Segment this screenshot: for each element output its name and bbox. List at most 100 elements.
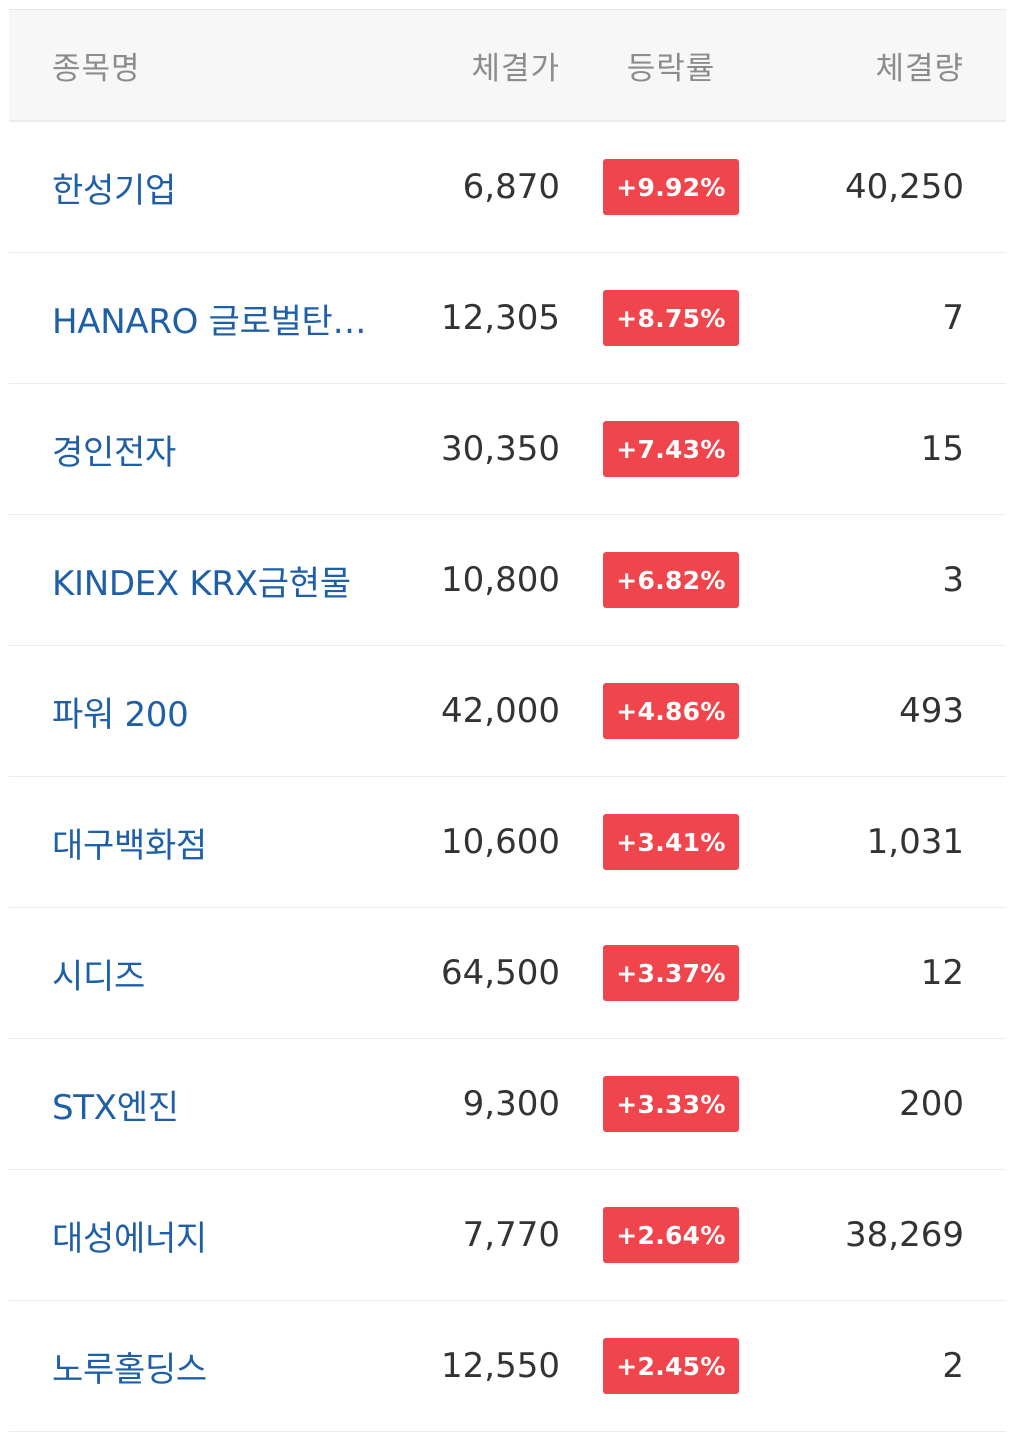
stock-name-cell[interactable]: 노루홀딩스 — [52, 1301, 397, 1431]
volume-value: 15 — [920, 429, 964, 469]
rate-badge: +8.75% — [603, 290, 739, 346]
rate-badge: +4.86% — [603, 683, 739, 739]
rate-cell: +2.45% — [603, 1301, 739, 1431]
table-row[interactable]: 대성에너지 7,770 +2.64% 38,269 — [9, 1170, 1006, 1301]
price-value: 42,000 — [441, 691, 560, 731]
price-value: 7,770 — [462, 1215, 560, 1255]
stock-name-cell[interactable]: 대구백화점 — [52, 777, 397, 907]
header-volume-label: 체결량 — [875, 50, 964, 87]
stock-ranking-table: 종목명 체결가 등락률 체결량 한성기업 6,870 +9.92% 40,250 — [9, 9, 1006, 1432]
price-value: 12,305 — [441, 298, 560, 338]
volume-value: 2 — [942, 1346, 964, 1386]
price-value: 64,500 — [441, 953, 560, 993]
header-name-cell: 종목명 — [52, 10, 397, 120]
rate-cell: +8.75% — [603, 253, 739, 383]
table-row[interactable]: 시디즈 64,500 +3.37% 12 — [9, 908, 1006, 1039]
volume-cell: 200 — [769, 1039, 964, 1169]
stock-name-link[interactable]: 파워 200 — [52, 694, 189, 735]
rate-badge: +6.82% — [603, 552, 739, 608]
stock-name-link[interactable]: 대성에너지 — [52, 1218, 207, 1259]
price-cell: 30,350 — [389, 384, 560, 514]
volume-value: 493 — [899, 691, 964, 731]
rate-badge: +2.45% — [603, 1338, 739, 1394]
rate-badge: +3.41% — [603, 814, 739, 870]
header-rate-cell: 등락률 — [603, 10, 739, 120]
stock-name-cell[interactable]: 파워 200 — [52, 646, 397, 776]
volume-value: 12 — [920, 953, 964, 993]
stock-name-cell[interactable]: HANARO 글로벌탄… — [52, 253, 397, 383]
table-row[interactable]: 파워 200 42,000 +4.86% 493 — [9, 646, 1006, 777]
table-row[interactable]: 노루홀딩스 12,550 +2.45% 2 — [9, 1301, 1006, 1432]
stock-name-cell[interactable]: 경인전자 — [52, 384, 397, 514]
price-cell: 12,305 — [389, 253, 560, 383]
rate-badge: +9.92% — [603, 159, 739, 215]
stock-name-link[interactable]: 한성기업 — [52, 170, 176, 211]
stock-name-link[interactable]: 시디즈 — [52, 956, 145, 997]
price-value: 12,550 — [441, 1346, 560, 1386]
stock-name-cell[interactable]: 시디즈 — [52, 908, 397, 1038]
rate-cell: +6.82% — [603, 515, 739, 645]
table-body: 한성기업 6,870 +9.92% 40,250 HANARO 글로벌탄… 12… — [9, 122, 1006, 1432]
rate-cell: +7.43% — [603, 384, 739, 514]
table-row[interactable]: 한성기업 6,870 +9.92% 40,250 — [9, 122, 1006, 253]
stock-name-link[interactable]: HANARO 글로벌탄… — [52, 301, 367, 342]
volume-cell: 2 — [769, 1301, 964, 1431]
price-cell: 10,600 — [389, 777, 560, 907]
price-value: 30,350 — [441, 429, 560, 469]
header-volume-cell: 체결량 — [769, 10, 964, 120]
price-cell: 12,550 — [389, 1301, 560, 1431]
table-row[interactable]: KINDEX KRX금현물 10,800 +6.82% 3 — [9, 515, 1006, 646]
volume-value: 38,269 — [845, 1215, 964, 1255]
rate-badge: +3.37% — [603, 945, 739, 1001]
stock-name-link[interactable]: 노루홀딩스 — [52, 1349, 207, 1390]
rate-cell: +3.33% — [603, 1039, 739, 1169]
volume-value: 40,250 — [845, 167, 964, 207]
price-value: 10,600 — [441, 822, 560, 862]
price-value: 9,300 — [462, 1084, 560, 1124]
volume-cell: 493 — [769, 646, 964, 776]
table-row[interactable]: 경인전자 30,350 +7.43% 15 — [9, 384, 1006, 515]
rate-cell: +3.37% — [603, 908, 739, 1038]
rate-cell: +4.86% — [603, 646, 739, 776]
volume-value: 7 — [942, 298, 964, 338]
rate-badge: +7.43% — [603, 421, 739, 477]
stock-name-link[interactable]: STX엔진 — [52, 1087, 179, 1128]
table-row[interactable]: HANARO 글로벌탄… 12,305 +8.75% 7 — [9, 253, 1006, 384]
table-row[interactable]: STX엔진 9,300 +3.33% 200 — [9, 1039, 1006, 1170]
rate-badge: +3.33% — [603, 1076, 739, 1132]
stock-name-cell[interactable]: 대성에너지 — [52, 1170, 397, 1300]
price-cell: 64,500 — [389, 908, 560, 1038]
stock-name-link[interactable]: 경인전자 — [52, 432, 176, 473]
volume-cell: 7 — [769, 253, 964, 383]
table-row[interactable]: 대구백화점 10,600 +3.41% 1,031 — [9, 777, 1006, 908]
volume-value: 1,031 — [866, 822, 964, 862]
volume-cell: 3 — [769, 515, 964, 645]
price-cell: 6,870 — [389, 122, 560, 252]
volume-cell: 12 — [769, 908, 964, 1038]
price-cell: 10,800 — [389, 515, 560, 645]
header-price-cell: 체결가 — [389, 10, 560, 120]
volume-cell: 40,250 — [769, 122, 964, 252]
header-rate-label: 등락률 — [626, 50, 716, 87]
volume-value: 200 — [899, 1084, 964, 1124]
stock-name-cell[interactable]: 한성기업 — [52, 122, 397, 252]
volume-value: 3 — [942, 560, 964, 600]
rate-cell: +9.92% — [603, 122, 739, 252]
rate-badge: +2.64% — [603, 1207, 739, 1263]
stock-name-link[interactable]: 대구백화점 — [52, 825, 207, 866]
rate-cell: +2.64% — [603, 1170, 739, 1300]
price-cell: 7,770 — [389, 1170, 560, 1300]
price-value: 6,870 — [462, 167, 560, 207]
volume-cell: 15 — [769, 384, 964, 514]
table-header: 종목명 체결가 등락률 체결량 — [9, 9, 1006, 122]
price-value: 10,800 — [441, 560, 560, 600]
header-price-label: 체결가 — [471, 50, 560, 87]
stock-name-link[interactable]: KINDEX KRX금현물 — [52, 563, 351, 604]
stock-name-cell[interactable]: STX엔진 — [52, 1039, 397, 1169]
rate-cell: +3.41% — [603, 777, 739, 907]
price-cell: 9,300 — [389, 1039, 560, 1169]
stock-name-cell[interactable]: KINDEX KRX금현물 — [52, 515, 397, 645]
price-cell: 42,000 — [389, 646, 560, 776]
volume-cell: 1,031 — [769, 777, 964, 907]
header-name-label: 종목명 — [52, 50, 141, 87]
